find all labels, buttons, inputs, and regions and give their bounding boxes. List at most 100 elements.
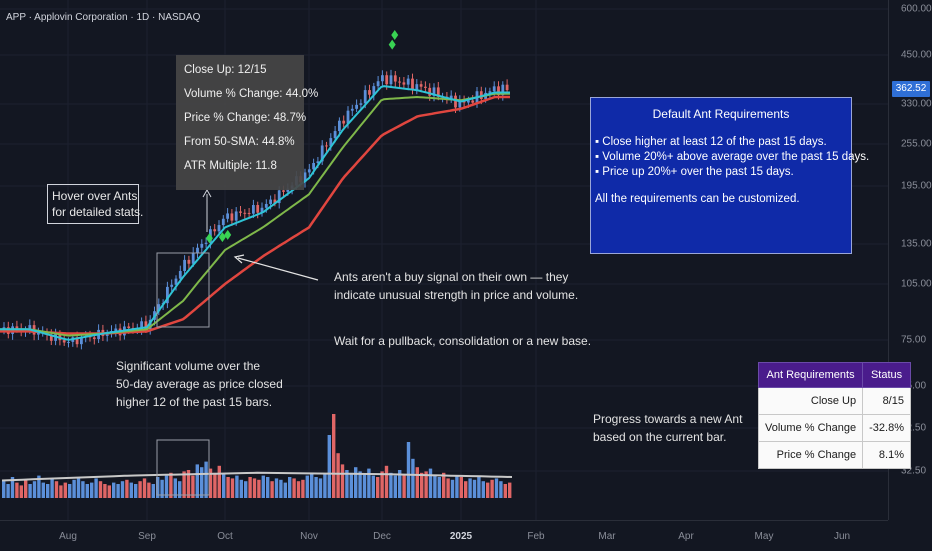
price-scale[interactable]: 600.00 450.00 330.00 255.00 195.00 135.0… xyxy=(888,0,932,520)
volume-bar xyxy=(28,484,32,498)
candle-body xyxy=(174,278,178,285)
price-tick: 32.50 xyxy=(901,465,927,477)
candle-body xyxy=(191,252,195,264)
candle-body xyxy=(492,86,496,92)
candle-body xyxy=(187,259,191,264)
volume-bar xyxy=(296,481,301,498)
hover-hint-line: for detailed stats. xyxy=(52,205,144,219)
volume-bar xyxy=(94,478,98,498)
price-tick: 450.00 xyxy=(901,49,932,61)
candle-body xyxy=(157,304,161,312)
price-tick: 135.00 xyxy=(901,238,932,250)
ant-requirements-title: Default Ant Requirements xyxy=(652,107,790,121)
candle-body xyxy=(37,332,40,335)
candle-body xyxy=(402,82,406,85)
ant-stats-tooltip: Close Up: 12/15 Volume % Change: 44.0% P… xyxy=(176,55,319,190)
volume-bar xyxy=(274,478,279,498)
candle-body xyxy=(501,84,505,96)
candle-body xyxy=(256,205,260,213)
volume-bar xyxy=(490,479,494,498)
volume-bar xyxy=(169,472,173,498)
price-tick: 75.00 xyxy=(901,334,927,346)
volume-bar xyxy=(151,484,155,498)
volume-bar xyxy=(112,482,116,498)
candle-body xyxy=(419,84,423,87)
volume-bar xyxy=(182,471,186,498)
volume-bar xyxy=(424,471,428,498)
volume-bars xyxy=(2,414,512,498)
candle-body xyxy=(488,91,492,93)
volume-bar xyxy=(160,479,164,498)
volume-note: Significant volume over the 50-day avera… xyxy=(116,357,283,411)
ants-note-line: Ants aren't a buy signal on their own — … xyxy=(334,270,569,284)
volume-bar xyxy=(371,475,375,498)
volume-bar xyxy=(389,472,393,498)
candle-body xyxy=(449,95,453,99)
candle-body xyxy=(178,271,182,279)
note-arrow-head xyxy=(233,254,245,264)
ant-markers[interactable] xyxy=(205,29,399,244)
volume-bar xyxy=(398,470,402,498)
candle-body xyxy=(226,213,229,219)
price-tick: 42.50 xyxy=(901,422,927,434)
candle-body xyxy=(144,321,148,330)
volume-bar xyxy=(402,474,406,498)
time-axis[interactable]: Aug Sep Oct Nov Dec 2025 Feb Mar Apr May… xyxy=(0,520,888,551)
hover-hint-box: Hover over Ants for detailed stats. xyxy=(47,184,144,224)
candle-body xyxy=(213,229,217,232)
volume-bar xyxy=(442,472,446,498)
candle-body xyxy=(424,86,427,88)
time-tick: Mar xyxy=(598,531,616,542)
candle-body xyxy=(264,203,268,208)
ant-marker xyxy=(218,232,226,243)
candle-body xyxy=(260,207,264,213)
row-label: Volume % Change xyxy=(757,414,864,442)
volume-bar xyxy=(380,471,384,498)
volume-bar xyxy=(340,464,345,498)
candle-body xyxy=(381,75,384,82)
candle-body xyxy=(105,334,109,336)
volume-bar xyxy=(362,474,367,498)
volume-bar xyxy=(310,472,314,498)
candle-body xyxy=(458,100,462,108)
candle-body xyxy=(454,95,457,108)
candle-body xyxy=(428,87,432,96)
time-tick: Oct xyxy=(217,531,233,542)
volume-bar xyxy=(345,470,349,498)
candle-body xyxy=(140,321,143,330)
volume-bar xyxy=(200,467,204,498)
volume-bar xyxy=(384,465,389,498)
volume-bar xyxy=(2,481,6,498)
volume-bar xyxy=(428,468,433,498)
candle-body xyxy=(273,199,277,204)
volume-bar xyxy=(305,475,309,498)
volume-bar xyxy=(349,472,353,498)
candle-body xyxy=(230,213,234,221)
price-tick: 600.00 xyxy=(901,3,932,15)
volume-bar xyxy=(450,479,455,498)
candle-body xyxy=(221,218,225,226)
volume-note-line: Significant volume over the xyxy=(116,359,261,373)
ema-mid-line xyxy=(0,92,510,337)
ant-requirements-footer: All the requirements can be customized. xyxy=(595,193,800,205)
volume-bar xyxy=(283,482,287,498)
highlight-box-price xyxy=(156,252,210,328)
row-label: Close Up xyxy=(757,387,864,415)
volume-bar xyxy=(134,484,138,498)
tooltip-volume-change: Volume % Change: 44.0% xyxy=(184,88,319,100)
ants-note-line: indicate unusual strength in price and v… xyxy=(334,288,579,302)
volume-bar xyxy=(494,478,499,498)
volume-bar xyxy=(292,478,296,498)
volume-bar xyxy=(314,477,318,498)
volume-note-line: higher 12 of the past 15 bars. xyxy=(116,395,273,409)
ant-status-table: Ant Requirements Status Close Up 8/15 Vo… xyxy=(757,362,911,469)
volume-bar xyxy=(481,481,485,498)
volume-bar xyxy=(59,485,63,498)
time-tick: Nov xyxy=(300,531,318,542)
candle-body xyxy=(252,205,255,214)
volume-bar xyxy=(248,477,252,498)
time-tick: Jun xyxy=(833,531,851,542)
time-tick: Aug xyxy=(59,531,77,542)
candle-body xyxy=(355,104,358,109)
